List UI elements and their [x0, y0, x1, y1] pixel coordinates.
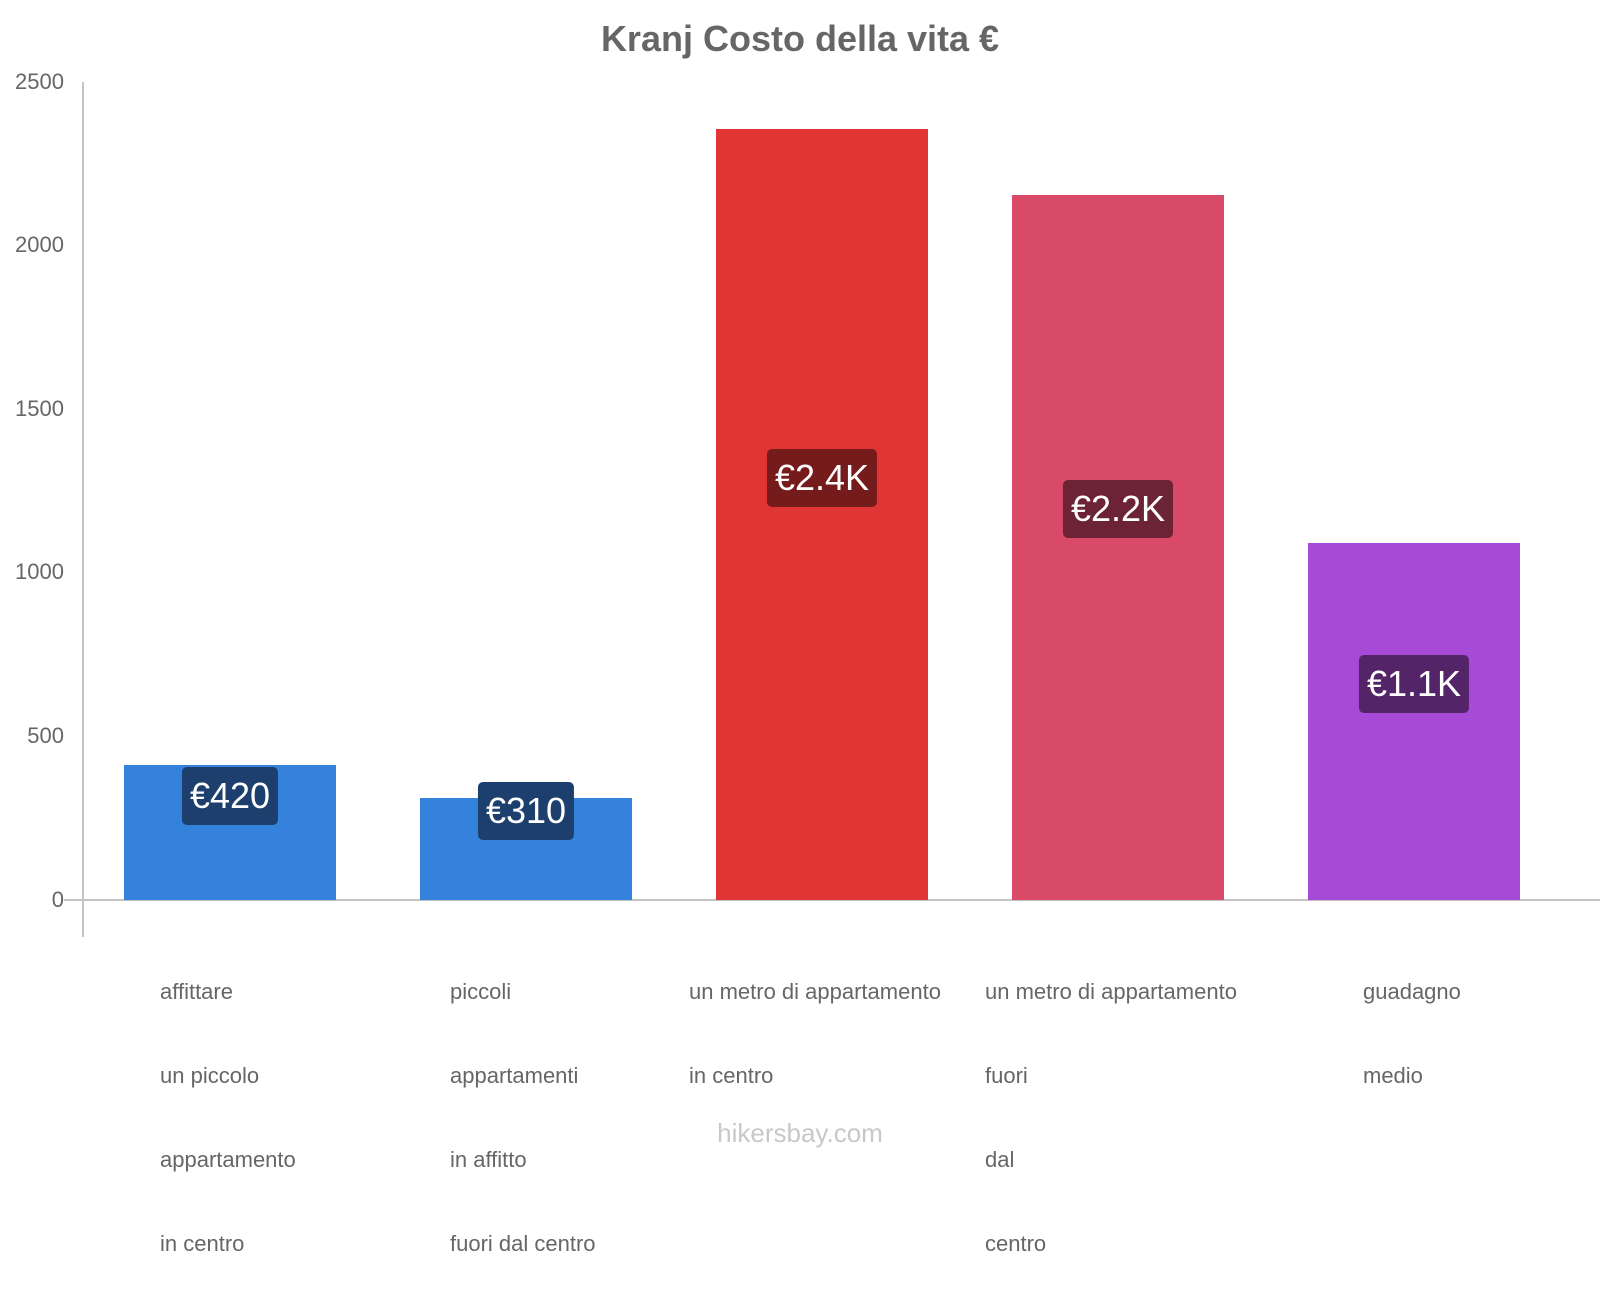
bar-value-label: €2.2K — [1062, 480, 1174, 538]
x-label-line: fuori dal centro — [450, 1231, 596, 1256]
x-label-line: in centro — [689, 1063, 774, 1088]
x-label-line: fuori — [985, 1063, 1028, 1088]
x-label-line: guadagno — [1363, 979, 1461, 1004]
x-label-line: un metro di appartamento — [985, 979, 1237, 1004]
bar-value-label: €2.4K — [766, 449, 878, 507]
bar — [716, 129, 928, 900]
x-label-line: in affitto — [450, 1147, 527, 1172]
bar-value-label: €1.1K — [1358, 655, 1470, 713]
bar-value-label: €310 — [477, 782, 575, 840]
y-axis-line — [82, 82, 84, 937]
x-label-line: medio — [1363, 1063, 1423, 1088]
bar — [1012, 194, 1224, 900]
chart-title: Kranj Costo della vita € — [600, 18, 1000, 59]
x-label-line: un metro di appartamento — [689, 979, 941, 1004]
watermark: hikersbay.com — [717, 1118, 883, 1148]
x-label-line: centro — [985, 1231, 1047, 1256]
x-label-line: in centro — [160, 1231, 245, 1256]
y-tick-label: 2000 — [15, 232, 64, 257]
x-label-line: appartamento — [160, 1147, 296, 1172]
x-label-line: appartamenti — [450, 1063, 579, 1088]
x-label-line: un piccolo — [160, 1063, 260, 1088]
plot-area: 0 500 1000 1500 2000 2500 €420 €310 €2.4K €… — [15, 69, 1600, 1256]
y-tick-label: 500 — [27, 723, 64, 748]
bar-value-label: €420 — [181, 767, 279, 825]
x-category-label: guadagno medio — [1363, 922, 1461, 1146]
y-tick-label: 1000 — [15, 559, 64, 584]
y-tick-label: 1500 — [15, 396, 64, 421]
x-label-line: dal — [985, 1147, 1015, 1172]
x-category-label: un metro di appartamento in centro — [689, 922, 941, 1146]
x-label-line: affittare — [160, 979, 233, 1004]
y-tick-label: 2500 — [15, 69, 64, 94]
bar — [1308, 543, 1520, 900]
y-tick-label: 0 — [51, 887, 64, 912]
x-label-line: piccoli — [450, 979, 512, 1004]
x-axis-line — [64, 899, 1600, 901]
